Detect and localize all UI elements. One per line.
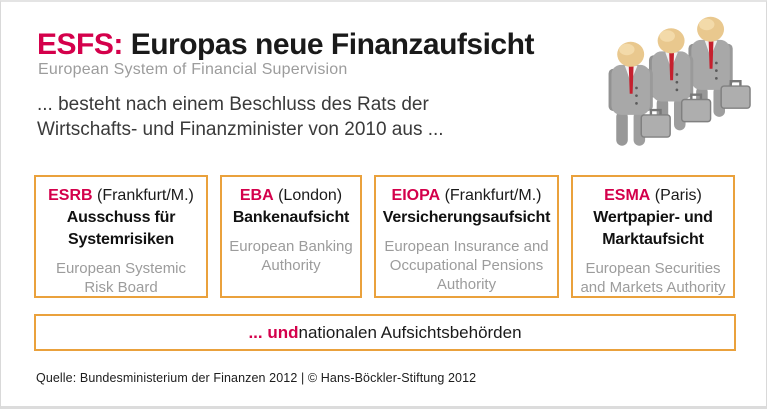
authorities-row: ESRB (Frankfurt/M.) Ausschuss für System… [34, 175, 735, 298]
authority-abbr: EIOPA [391, 187, 441, 204]
authority-heading: EIOPA (Frankfurt/M.) [380, 185, 553, 206]
national-box-prefix: ... und [248, 322, 299, 342]
authority-heading: ESRB (Frankfurt/M.) [40, 185, 202, 206]
authority-fullname: European Securities and Markets Authorit… [580, 260, 726, 296]
authority-heading: ESMA (Paris) [577, 185, 729, 206]
authority-fullname: European Banking Authority [229, 238, 353, 274]
authority-box-eiopa: EIOPA (Frankfurt/M.) Versicherungsaufsic… [374, 175, 559, 298]
authority-abbr: ESMA [604, 187, 651, 204]
authority-abbr: EBA [239, 187, 274, 204]
authority-location: (Frankfurt/M.) [440, 187, 542, 204]
briefcase-icon [680, 93, 712, 123]
businessmen-illustration-icon [608, 16, 751, 146]
authority-box-esrb: ESRB (Frankfurt/M.) Ausschuss für System… [34, 175, 208, 298]
authority-location: (London) [273, 187, 343, 204]
title-rest: Europas neue Finanzaufsicht [122, 28, 535, 61]
intro-text: ... besteht nach einem Beschluss des Rat… [37, 92, 497, 142]
authority-box-eba: EBA (London) Bankenaufsicht European Ban… [220, 175, 362, 298]
national-box-text: nationalen Aufsichtsbehörden [298, 322, 522, 342]
intro-line-2: Wirtschafts- und Finanzminister von 2010… [37, 119, 444, 140]
authority-role: Bankenaufsicht [232, 209, 350, 226]
authority-fullname: European Systemic Risk Board [55, 260, 187, 296]
authority-heading: EBA (London) [226, 185, 356, 206]
authority-location: (Frankfurt/M.) [92, 187, 194, 204]
briefcase-icon [720, 80, 751, 109]
title-abbreviation: ESFS: [37, 28, 123, 61]
authority-role: Wertpapier- und Marktaufsicht [593, 209, 713, 248]
page-title: ESFS: Europas neue Finanzaufsicht [37, 28, 534, 62]
authority-box-esma: ESMA (Paris) Wertpapier- und Marktaufsic… [571, 175, 735, 298]
authority-fullname: European Insurance and Occupational Pens… [384, 238, 549, 293]
businessman-figure [608, 41, 671, 146]
authority-location: (Paris) [650, 187, 702, 204]
intro-line-1: ... besteht nach einem Beschluss des Rat… [37, 94, 429, 115]
national-authorities-box: ... und nationalen Aufsichtsbehörden [34, 314, 736, 351]
source-note: Quelle: Bundesministerium der Finanzen 2… [36, 371, 477, 385]
authority-abbr: ESRB [48, 187, 93, 204]
briefcase-icon [640, 108, 671, 138]
authority-role: Versicherungsaufsicht [382, 209, 551, 226]
authority-role: Ausschuss für Systemrisiken [66, 209, 176, 248]
page-subtitle: European System of Financial Supervision [38, 61, 348, 78]
